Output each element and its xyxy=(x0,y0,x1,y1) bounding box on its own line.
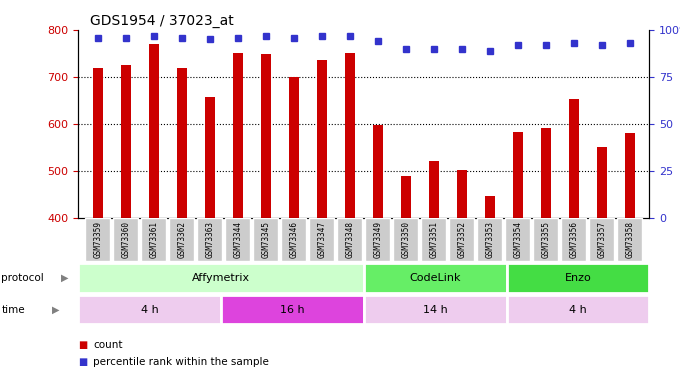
Text: GSM73355: GSM73355 xyxy=(541,220,550,258)
FancyBboxPatch shape xyxy=(364,263,507,292)
FancyBboxPatch shape xyxy=(197,217,222,261)
FancyBboxPatch shape xyxy=(78,295,221,324)
FancyBboxPatch shape xyxy=(505,217,530,261)
Text: GDS1954 / 37023_at: GDS1954 / 37023_at xyxy=(90,13,233,28)
Text: GSM73363: GSM73363 xyxy=(205,220,214,258)
FancyBboxPatch shape xyxy=(78,263,364,292)
FancyBboxPatch shape xyxy=(365,217,390,261)
FancyBboxPatch shape xyxy=(113,217,139,261)
FancyBboxPatch shape xyxy=(282,217,307,261)
Text: GSM73357: GSM73357 xyxy=(597,220,607,258)
Text: 4 h: 4 h xyxy=(569,305,587,315)
FancyBboxPatch shape xyxy=(364,295,507,324)
FancyBboxPatch shape xyxy=(507,295,649,324)
Text: GSM73361: GSM73361 xyxy=(150,220,158,258)
Text: percentile rank within the sample: percentile rank within the sample xyxy=(93,357,269,367)
Bar xyxy=(513,132,523,218)
Bar xyxy=(569,99,579,218)
Text: GSM73362: GSM73362 xyxy=(177,220,186,258)
FancyBboxPatch shape xyxy=(309,217,335,261)
Text: ■: ■ xyxy=(78,340,88,350)
Bar xyxy=(373,125,383,218)
Bar xyxy=(205,97,215,218)
Text: 14 h: 14 h xyxy=(423,305,447,315)
Text: GSM73356: GSM73356 xyxy=(569,220,578,258)
FancyBboxPatch shape xyxy=(85,217,110,261)
FancyBboxPatch shape xyxy=(169,217,194,261)
Text: ▶: ▶ xyxy=(61,273,69,283)
FancyBboxPatch shape xyxy=(507,263,649,292)
Text: GSM73354: GSM73354 xyxy=(513,220,522,258)
Text: CodeLink: CodeLink xyxy=(409,273,461,283)
Text: GSM73353: GSM73353 xyxy=(486,220,494,258)
Bar xyxy=(317,60,326,217)
FancyBboxPatch shape xyxy=(449,217,475,261)
Text: 4 h: 4 h xyxy=(141,305,158,315)
Bar xyxy=(289,77,299,218)
FancyBboxPatch shape xyxy=(589,217,615,261)
Bar xyxy=(261,54,271,217)
Text: GSM73352: GSM73352 xyxy=(457,220,466,258)
Bar xyxy=(93,68,103,218)
Bar xyxy=(149,44,158,218)
Text: time: time xyxy=(1,305,25,315)
Text: ▶: ▶ xyxy=(52,305,60,315)
Bar xyxy=(457,170,466,217)
Bar xyxy=(541,128,551,217)
Text: protocol: protocol xyxy=(1,273,44,283)
Bar xyxy=(485,196,494,217)
Text: 16 h: 16 h xyxy=(280,305,305,315)
Text: GSM73344: GSM73344 xyxy=(233,220,242,258)
Bar xyxy=(233,54,243,217)
Text: ■: ■ xyxy=(78,357,88,367)
Text: Affymetrix: Affymetrix xyxy=(192,273,250,283)
FancyBboxPatch shape xyxy=(477,217,503,261)
Bar xyxy=(401,176,411,218)
Text: GSM73358: GSM73358 xyxy=(626,220,634,258)
Text: GSM73359: GSM73359 xyxy=(93,220,102,258)
FancyBboxPatch shape xyxy=(533,217,558,261)
Text: Enzo: Enzo xyxy=(564,273,592,283)
Text: GSM73349: GSM73349 xyxy=(373,220,382,258)
Text: GSM73351: GSM73351 xyxy=(429,220,439,258)
FancyBboxPatch shape xyxy=(617,217,643,261)
FancyBboxPatch shape xyxy=(221,295,364,324)
FancyBboxPatch shape xyxy=(561,217,586,261)
FancyBboxPatch shape xyxy=(337,217,362,261)
Bar xyxy=(177,68,187,218)
Text: GSM73348: GSM73348 xyxy=(345,220,354,258)
FancyBboxPatch shape xyxy=(141,217,167,261)
Bar xyxy=(625,133,634,218)
FancyBboxPatch shape xyxy=(421,217,446,261)
Bar xyxy=(597,147,607,218)
FancyBboxPatch shape xyxy=(253,217,278,261)
Text: GSM73347: GSM73347 xyxy=(318,220,326,258)
Text: GSM73360: GSM73360 xyxy=(121,220,131,258)
Text: GSM73346: GSM73346 xyxy=(289,220,299,258)
FancyBboxPatch shape xyxy=(393,217,418,261)
Bar xyxy=(121,65,131,218)
Text: GSM73345: GSM73345 xyxy=(261,220,271,258)
FancyBboxPatch shape xyxy=(225,217,250,261)
Bar xyxy=(345,54,355,217)
Bar xyxy=(429,161,439,218)
Text: count: count xyxy=(93,340,122,350)
Text: GSM73350: GSM73350 xyxy=(401,220,410,258)
